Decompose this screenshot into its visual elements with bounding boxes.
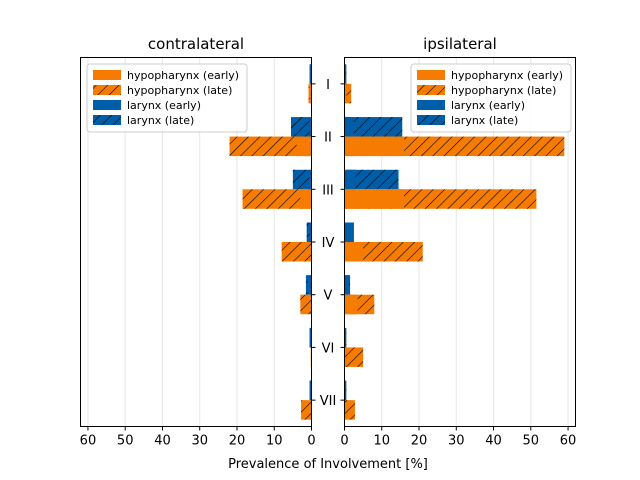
contralateral-bar-larynx-early [309,169,312,190]
ipsilateral-bar-larynx-early [344,169,356,190]
ipsilateral-x-tick-label: 30 [448,434,465,449]
ipsilateral-bar-hypopharynx-early [344,294,358,315]
contralateral-x-ticks: 0 10 20 30 40 50 60 [80,426,316,449]
category-label: VII [320,394,337,409]
ipsilateral-bar-larynx-late-hatch [344,117,403,137]
contralateral-bar-larynx-late-hatch [306,222,312,242]
contralateral-bar-larynx-early [307,275,312,295]
ipsilateral-bar-larynx-early [344,222,354,242]
ipsilateral-bar-larynx-early [344,117,354,137]
contralateral-legend-swatch-hatch [93,115,121,125]
ipsilateral-legend-label: larynx (late) [451,114,518,127]
contralateral-bar-hypopharynx-late-hatch [300,294,312,315]
ipsilateral-legend-label: hypopharynx (early) [451,69,563,82]
ipsilateral-legend: hypopharynx (early) hypopharynx (late) lar… [410,63,572,133]
ipsilateral-bar-larynx-late-hatch [344,169,399,190]
contralateral-legend-swatch-hatch [93,85,121,95]
ipsilateral-bar-hypopharynx-late-hatch [344,83,352,104]
contralateral-x-tick-label: 30 [191,434,208,449]
contralateral-panel: contralateral 0 10 20 30 40 50 60 hypopharynx … [80,35,316,449]
contralateral-bar-hypopharynx-late-hatch [301,400,312,420]
contralateral-legend-swatch [93,70,121,80]
ipsilateral-legend-label: larynx (early) [451,99,525,112]
contralateral-bar-larynx-early [309,327,312,348]
ipsilateral-legend-swatch-hatch [417,115,445,125]
contralateral-x-tick-label: 50 [117,434,134,449]
contralateral-legend-swatch [93,100,121,110]
ipsilateral-bar-hypopharynx-late-hatch [344,400,355,420]
ipsilateral-bar-larynx-early [344,327,346,348]
ipsilateral-legend-label: hypopharynx (late) [451,84,556,97]
ipsilateral-legend-box [410,63,572,133]
ipsilateral-x-tick-label: 40 [485,434,502,449]
contralateral-x-tick-label: 0 [307,434,315,449]
category-label: III [322,183,334,198]
contralateral-bar-larynx-early [309,64,312,84]
contralateral-bar-larynx-early [309,222,312,242]
contralateral-bar-hypopharynx-early [309,83,312,104]
category-label: II [324,131,332,146]
ipsilateral-x-tick-label: 10 [373,434,390,449]
ipsilateral-x-tick-label: 60 [560,434,577,449]
category-label: I [326,78,330,93]
ipsilateral-legend-swatch-hatch [417,85,445,95]
ipsilateral-title: ipsilateral [423,35,497,53]
contralateral-bar-hypopharynx-late-hatch [281,242,312,262]
contralateral-legend-label: larynx (late) [127,114,194,127]
ipsilateral-bar-larynx-early [344,275,349,295]
contralateral-bars [229,64,312,420]
ipsilateral-bar-hypopharynx-early [344,242,364,262]
contralateral-bar-hypopharynx-late-hatch [229,136,312,157]
ipsilateral-legend-swatch [417,100,445,110]
ipsilateral-bars [344,64,565,420]
ipsilateral-panel: ipsilateral 0 10 20 30 40 50 60 hypopharynx (e… [340,35,576,449]
contralateral-legend-box [86,63,248,133]
ipsilateral-bar-hypopharynx-late-hatch [344,347,364,367]
contralateral-bar-hypopharynx-late-hatch [242,189,312,209]
contralateral-bar-hypopharynx-early [296,136,312,157]
category-label: VI [322,341,335,356]
ipsilateral-legend-swatch [417,70,445,80]
ipsilateral-x-tick-label: 20 [411,434,428,449]
ipsilateral-x-ticks: 0 10 20 30 40 50 60 [340,426,577,449]
contralateral-legend-label: hypopharynx (early) [127,69,239,82]
contralateral-bar-larynx-early [309,117,312,137]
ipsilateral-x-tick-label: 50 [523,434,540,449]
ipsilateral-bar-hypopharynx-early [344,189,405,209]
contralateral-x-tick-label: 20 [229,434,246,449]
ipsilateral-bar-hypopharynx-early [344,136,405,157]
category-label: V [324,289,333,304]
contralateral-x-tick-label: 60 [80,434,97,449]
ipsilateral-x-tick-label: 0 [340,434,348,449]
x-axis-label: Prevalence of Involvement [%] [228,457,428,472]
contralateral-legend-label: hypopharynx (late) [127,84,232,97]
contralateral-legend: hypopharynx (early) hypopharynx (late) lar… [86,63,248,133]
contralateral-bar-larynx-late-hatch [292,169,312,190]
ipsilateral-bar-larynx-early [344,64,346,84]
category-label: IV [322,236,335,251]
ipsilateral-bar-hypopharynx-late-hatch [344,242,423,262]
contralateral-bar-hypopharynx-early [300,189,312,209]
contralateral-x-tick-label: 40 [154,434,171,449]
contralateral-bar-larynx-late-hatch [291,117,312,137]
ipsilateral-bar-hypopharynx-early [344,83,347,104]
contralateral-bar-larynx-early [309,380,312,401]
contralateral-legend-label: larynx (early) [127,99,201,112]
contralateral-x-tick-label: 10 [266,434,283,449]
contralateral-title: contralateral [148,35,244,53]
ipsilateral-bar-larynx-early [344,380,346,401]
